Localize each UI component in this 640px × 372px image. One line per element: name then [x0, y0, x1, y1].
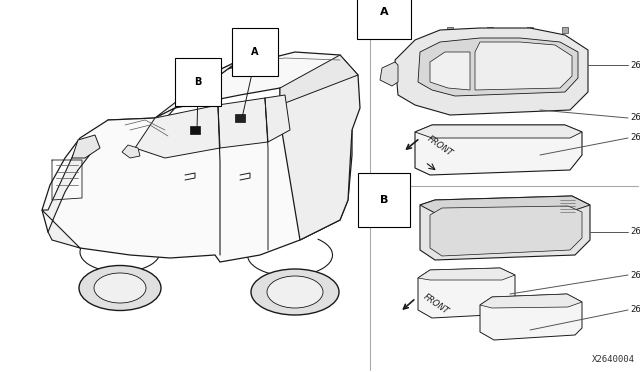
Ellipse shape [478, 63, 498, 77]
Text: A: A [380, 7, 388, 17]
Polygon shape [280, 55, 358, 105]
Polygon shape [380, 62, 398, 86]
Polygon shape [418, 38, 578, 96]
Text: 26410J: 26410J [630, 113, 640, 122]
Polygon shape [72, 135, 100, 158]
Bar [447, 27, 453, 33]
Bar [527, 27, 533, 33]
Polygon shape [480, 294, 582, 308]
Polygon shape [418, 268, 515, 318]
Polygon shape [420, 196, 590, 213]
Polygon shape [418, 268, 515, 280]
Ellipse shape [538, 64, 556, 77]
Bar [487, 27, 493, 33]
Text: 26411: 26411 [630, 134, 640, 142]
Polygon shape [430, 52, 470, 90]
Polygon shape [135, 105, 220, 158]
Bar [190, 126, 200, 134]
Text: X2640004: X2640004 [592, 355, 635, 364]
Ellipse shape [434, 289, 446, 299]
Polygon shape [415, 125, 582, 138]
Ellipse shape [509, 64, 527, 77]
Text: FRONT: FRONT [426, 134, 454, 158]
Ellipse shape [79, 266, 161, 311]
Text: B: B [380, 195, 388, 205]
Polygon shape [430, 206, 582, 256]
Polygon shape [395, 28, 588, 115]
Ellipse shape [539, 225, 557, 239]
Polygon shape [280, 75, 360, 240]
Text: FRONT: FRONT [422, 292, 451, 316]
Polygon shape [265, 95, 290, 142]
Polygon shape [42, 140, 95, 248]
Text: 26432+A: 26432+A [630, 270, 640, 279]
Polygon shape [420, 196, 590, 260]
Ellipse shape [267, 276, 323, 308]
Polygon shape [100, 108, 175, 135]
Bar [235, 114, 245, 122]
Polygon shape [415, 125, 582, 175]
Polygon shape [175, 52, 358, 108]
Ellipse shape [488, 224, 522, 240]
Ellipse shape [251, 269, 339, 315]
Polygon shape [155, 60, 240, 118]
Ellipse shape [543, 228, 553, 236]
Polygon shape [218, 98, 268, 148]
Ellipse shape [494, 313, 506, 323]
Text: B: B [195, 77, 202, 87]
Text: A: A [252, 47, 259, 57]
Text: 26410: 26410 [630, 61, 640, 70]
Polygon shape [42, 112, 352, 262]
Text: 26430: 26430 [630, 228, 640, 237]
Polygon shape [122, 145, 140, 158]
Ellipse shape [94, 273, 146, 303]
Text: 26432: 26432 [630, 305, 640, 314]
Polygon shape [475, 42, 572, 90]
Polygon shape [480, 294, 582, 340]
Bar [562, 27, 568, 33]
